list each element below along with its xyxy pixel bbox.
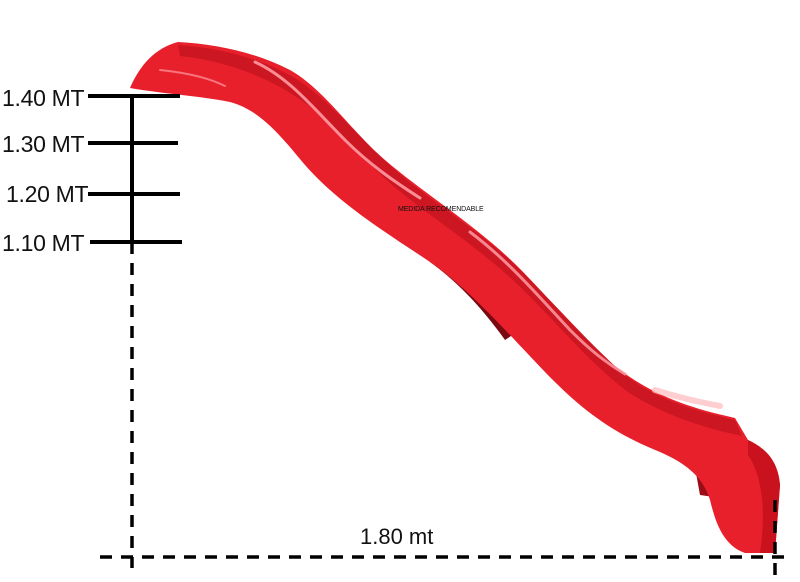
height-label-1-40: 1.40 MT: [2, 85, 85, 111]
width-label: 1.80 mt: [360, 524, 434, 549]
slide-exit-lip: [748, 440, 780, 553]
slide-highlight-2: [468, 230, 627, 376]
recommended-measure-note: MEDIDA RECOMENDABLE: [398, 206, 484, 213]
height-label-1-10: 1.10 MT: [2, 230, 85, 256]
height-label-1-20: 1.20 MT: [6, 181, 89, 207]
slide-highlight: [253, 60, 422, 200]
slide-body: [130, 42, 780, 553]
slide-highlight-4: [159, 69, 226, 87]
height-ticks: [88, 94, 182, 244]
slide-highlight-3: [652, 387, 723, 409]
height-label-1-30: 1.30 MT: [2, 131, 85, 157]
